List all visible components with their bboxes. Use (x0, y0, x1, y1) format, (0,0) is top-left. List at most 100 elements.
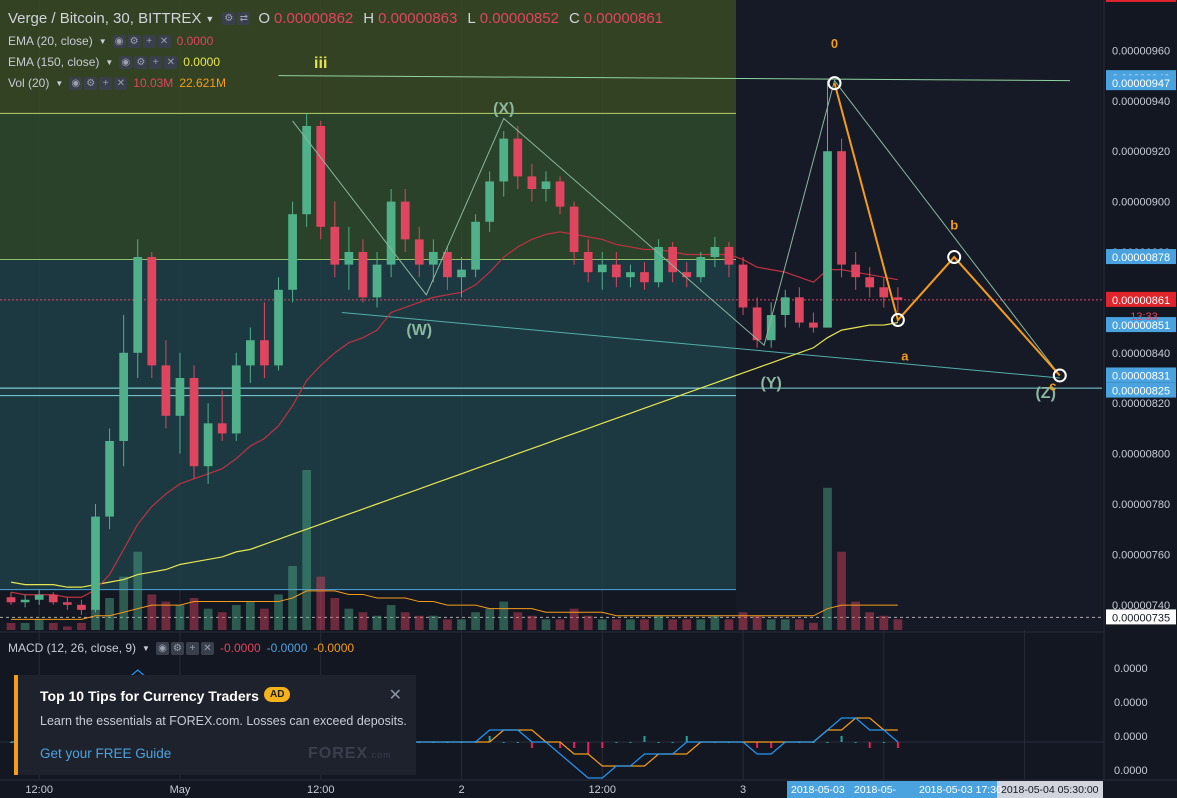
candle-body (274, 289, 283, 366)
settings-icon[interactable]: ⚙ (170, 641, 184, 655)
candle-body (851, 264, 861, 278)
volume-bar (386, 605, 396, 630)
close-icon[interactable]: ✕ (164, 55, 178, 69)
close-icon[interactable]: ✕ (157, 34, 171, 48)
chevron-down-icon[interactable]: ▼ (205, 13, 215, 24)
volume-bar (91, 608, 100, 630)
volume-bar (893, 619, 903, 630)
compare-icon[interactable]: ⇄ (237, 12, 251, 25)
settings-icon[interactable]: ⚙ (134, 55, 148, 69)
volume-bar (766, 619, 776, 630)
add-icon[interactable]: + (149, 55, 163, 69)
close-icon[interactable]: ✕ (114, 76, 128, 90)
candle-body (48, 594, 58, 603)
time-tick-label: 2 (458, 784, 464, 796)
candle-body (358, 252, 368, 298)
macd-hist-bar (756, 742, 759, 748)
ema150-label[interactable]: EMA (150, close) (8, 55, 100, 69)
candle-body (640, 272, 649, 283)
volume-bar (217, 612, 227, 630)
volume-bar (414, 615, 424, 630)
wave-base-line (341, 311, 1060, 379)
volume-bar (597, 619, 607, 630)
chart-header: Verge / Bitcoin, 30, BITTREX ▼ ⚙ ⇄ O 0.000… (8, 10, 669, 27)
macd-label[interactable]: MACD (12, 26, close, 9) (8, 641, 137, 655)
price-tick-label: 0.00000920 (1112, 146, 1170, 158)
volume-bar (344, 608, 354, 630)
volume-bar (724, 619, 734, 630)
price-tick-label: 0.00000820 (1112, 398, 1170, 410)
ema150-value: 0.0000 (183, 55, 220, 69)
ad-banner[interactable]: Top 10 Tips for Currency Traders AD ✕ Le… (14, 675, 416, 775)
volume-bar (274, 594, 283, 630)
ema20-label[interactable]: EMA (20, close) (8, 34, 93, 48)
time-tick-label: 12:00 (589, 784, 617, 796)
settings-icon[interactable]: ⚙ (127, 34, 141, 48)
candle-body (414, 239, 424, 265)
chevron-down-icon[interactable]: ▼ (142, 643, 150, 653)
add-icon[interactable]: + (142, 34, 156, 48)
price-tag-label: 0.00000878 (1112, 252, 1170, 264)
trend-line-top (278, 75, 1071, 82)
macd-hist-bar (657, 742, 660, 743)
macd-hist-bar (671, 742, 674, 743)
wave-path-orange (833, 82, 1061, 377)
volume-bar (752, 615, 762, 630)
eye-icon[interactable]: ◉ (112, 34, 126, 48)
add-icon[interactable]: + (185, 641, 199, 655)
candle-body (316, 126, 326, 227)
eye-icon[interactable]: ◉ (119, 55, 133, 69)
ad-cta-link[interactable]: Get your FREE Guide (40, 746, 172, 761)
candle-body (77, 604, 86, 610)
future-area (736, 0, 1102, 630)
candle-body (288, 214, 297, 290)
wave-annotations: iii (X) (W) (Y) 0 a b (Z)c (292, 36, 1067, 402)
chevron-down-icon[interactable]: ▼ (98, 36, 107, 46)
price-tick-label: 0.00000800 (1112, 449, 1170, 461)
volume-value-1: 10.03M (133, 76, 174, 90)
wave-label: (X) (493, 100, 514, 117)
volume-bar (499, 601, 509, 630)
macd-hist-bar (854, 742, 857, 743)
eye-icon[interactable]: ◉ (69, 76, 83, 90)
high-key: H (363, 10, 375, 27)
volume-bar (485, 608, 495, 630)
wave-path-green (292, 79, 1061, 376)
close-icon[interactable]: ✕ (388, 687, 402, 704)
highlight-zones (0, 0, 1104, 630)
macd-value-2: -0.0000 (266, 641, 308, 655)
wave-label: (W) (406, 322, 432, 339)
settings-icon[interactable]: ⚙ (84, 76, 98, 90)
volume-bar (527, 615, 537, 630)
volume-bar (654, 615, 663, 630)
ema20-controls: ◉ ⚙ + ✕ (112, 34, 171, 48)
macd-tick-label: 0.0000 (1114, 731, 1148, 743)
candle-body (133, 257, 143, 353)
macd-hist-bar (573, 742, 576, 748)
eye-icon[interactable]: ◉ (155, 641, 169, 655)
time-tick-label: 3 (740, 784, 746, 796)
settings-icon[interactable]: ⚙ (222, 12, 236, 25)
candle-body (443, 252, 452, 278)
volume-bar (837, 551, 846, 630)
wave-point (947, 250, 962, 265)
wave-label: b (950, 217, 958, 232)
chevron-down-icon[interactable]: ▼ (105, 57, 114, 67)
chart-symbol[interactable]: Verge / Bitcoin, 30, BITTREX (8, 10, 202, 27)
price-axis-background (1104, 0, 1177, 798)
volume-bar (77, 622, 86, 630)
volume-label[interactable]: Vol (20) (8, 76, 50, 90)
candle-body (654, 246, 663, 283)
macd-hist-bar (601, 742, 604, 748)
price-tag (1106, 249, 1176, 265)
add-icon[interactable]: + (99, 76, 113, 90)
time-range-highlight (787, 781, 997, 798)
volume-bar (471, 612, 480, 630)
close-icon[interactable]: ✕ (200, 641, 214, 655)
price-tick-label: 0.00000760 (1112, 549, 1170, 561)
candle-body (386, 201, 396, 265)
wave-point (827, 76, 842, 91)
volume-bar (6, 622, 16, 630)
moving-averages (10, 231, 898, 598)
chevron-down-icon[interactable]: ▼ (55, 78, 64, 88)
